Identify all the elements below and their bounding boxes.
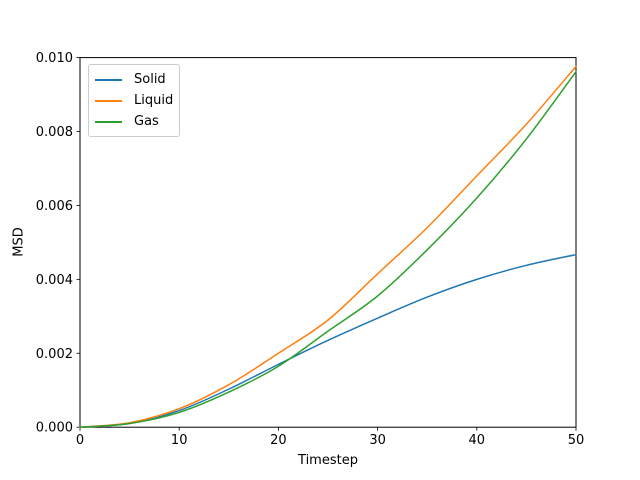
legend-item-gas: Gas bbox=[95, 113, 171, 130]
legend-label-liquid: Liquid bbox=[134, 93, 174, 108]
legend: Solid Liquid Gas bbox=[88, 64, 180, 137]
legend-label-solid: Solid bbox=[134, 72, 166, 87]
y-tick-label: 0.004 bbox=[36, 273, 73, 288]
x-tick-label: 50 bbox=[568, 433, 585, 448]
axes-spines bbox=[79, 57, 577, 428]
series-line-gas bbox=[79, 70, 577, 428]
x-tick-label: 20 bbox=[270, 433, 287, 448]
x-axis-label: Timestep bbox=[298, 453, 358, 468]
y-tick-label: 0.000 bbox=[36, 421, 73, 436]
y-tick-label: 0.010 bbox=[36, 51, 73, 66]
series-line-solid bbox=[79, 253, 577, 428]
series-line-liquid bbox=[79, 65, 577, 428]
legend-line-solid bbox=[95, 78, 122, 81]
x-tick-label: 30 bbox=[369, 433, 386, 448]
y-axis-label: MSD bbox=[11, 227, 27, 257]
x-tick-label: 0 bbox=[76, 433, 84, 448]
legend-item-solid: Solid bbox=[95, 71, 171, 88]
legend-label-gas: Gas bbox=[134, 114, 159, 129]
y-tick-label: 0.008 bbox=[36, 125, 73, 140]
legend-line-gas bbox=[95, 120, 122, 123]
legend-item-liquid: Liquid bbox=[95, 92, 174, 109]
y-tick-label: 0.006 bbox=[36, 199, 73, 214]
x-tick-label: 40 bbox=[469, 433, 486, 448]
legend-line-liquid bbox=[95, 99, 122, 102]
y-tick-label: 0.002 bbox=[36, 347, 73, 362]
x-tick-label: 10 bbox=[171, 433, 188, 448]
